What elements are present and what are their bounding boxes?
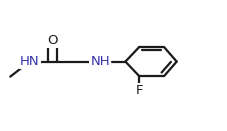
Text: HN: HN — [20, 55, 39, 68]
Text: F: F — [135, 84, 142, 97]
Text: NH: NH — [90, 55, 110, 68]
Text: O: O — [47, 34, 57, 47]
